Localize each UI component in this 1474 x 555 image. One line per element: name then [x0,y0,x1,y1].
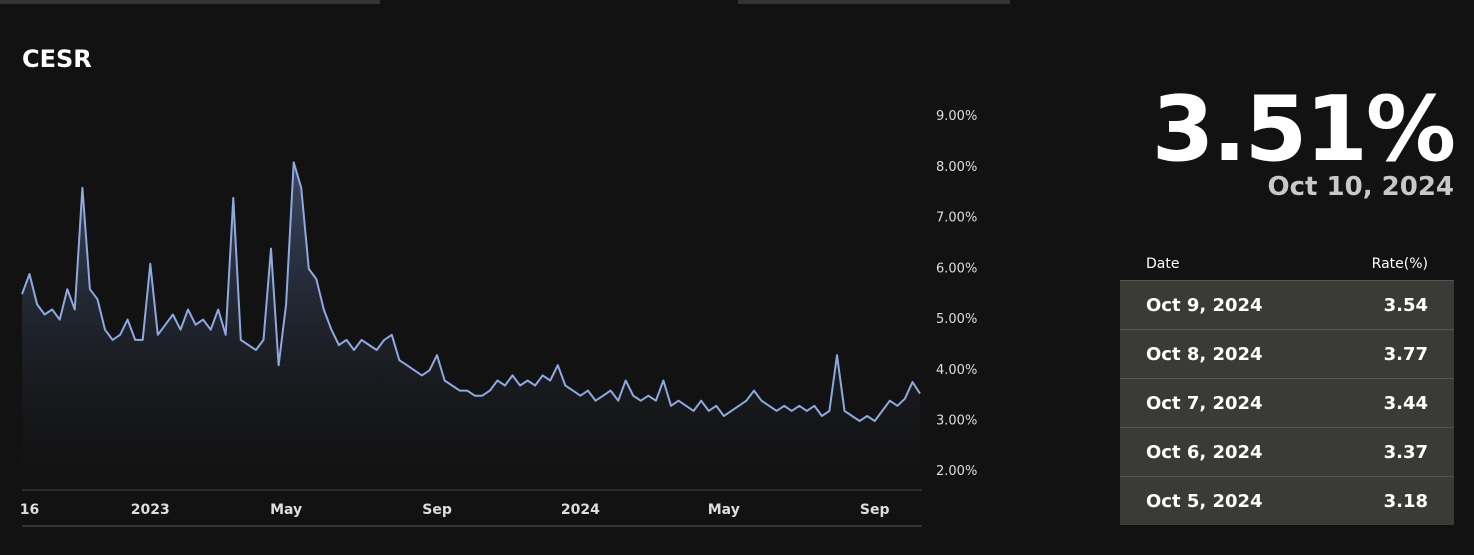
y-tick-label: 4.00% [936,363,977,378]
history-table: Date Rate(%) Oct 9, 2024 3.54 Oct 8, 2024 3… [1120,248,1454,525]
x-tick-label: 2024 [561,502,600,518]
x-tick-label: Sep [860,502,890,518]
table-row: Oct 7, 2024 3.44 [1120,378,1454,428]
date-cell: Oct 7, 2024 [1120,378,1324,428]
date-cell: Oct 6, 2024 [1120,427,1324,477]
tab-bar [738,0,1010,4]
rate-cell: 3.54 [1323,280,1454,330]
table-row: Oct 9, 2024 3.54 [1120,280,1454,330]
x-tick-label: 16 [20,502,39,518]
y-tick-label: 9.00% [936,109,977,124]
x-tick-label: May [270,502,302,518]
y-tick-label: 6.00% [936,261,977,276]
current-value: 3.51% [1151,77,1456,182]
rate-cell: 3.77 [1323,329,1454,379]
current-date: Oct 10, 2024 [1267,172,1454,202]
x-tick-label: Sep [422,502,452,518]
table-header: Date Rate(%) [1120,248,1454,281]
chart-title: CESR [22,45,92,73]
tab-bar [0,0,380,4]
table-row: Oct 8, 2024 3.77 [1120,329,1454,379]
date-cell: Oct 9, 2024 [1120,280,1324,330]
date-cell: Oct 8, 2024 [1120,329,1324,379]
x-tick-label: May [708,502,740,518]
column-header: Date [1146,256,1180,272]
y-tick-label: 3.00% [936,414,977,429]
rate-cell: 3.44 [1323,378,1454,428]
rate-cell: 3.37 [1323,427,1454,477]
area [22,162,920,490]
y-tick-label: 2.00% [936,464,977,479]
date-cell: Oct 5, 2024 [1120,476,1324,525]
table-row: Oct 5, 2024 3.18 [1120,476,1454,525]
plot: 2.00% 3.00% 4.00% 5.00% 6.00% 7.00% 8.00% 9.00%… [20,109,978,518]
column-header: Rate(%) [1371,256,1428,272]
line [21,161,921,422]
y-tick-label: 8.00% [936,160,977,175]
chart: CESR 2.00% 3.00% 4.00% 5.00% 6.00% 7.00% 8.00%… [0,0,1010,527]
y-tick-label: 5.00% [936,312,977,327]
y-tick-label: 7.00% [936,211,977,226]
summary-panel: 3.51% Oct 10, 2024 Date Rate(%) Oct 9, 2… [1120,77,1456,525]
table-row: Oct 6, 2024 3.37 [1120,427,1454,477]
x-tick-label: 2023 [131,502,170,518]
rate-cell: 3.18 [1323,476,1454,525]
